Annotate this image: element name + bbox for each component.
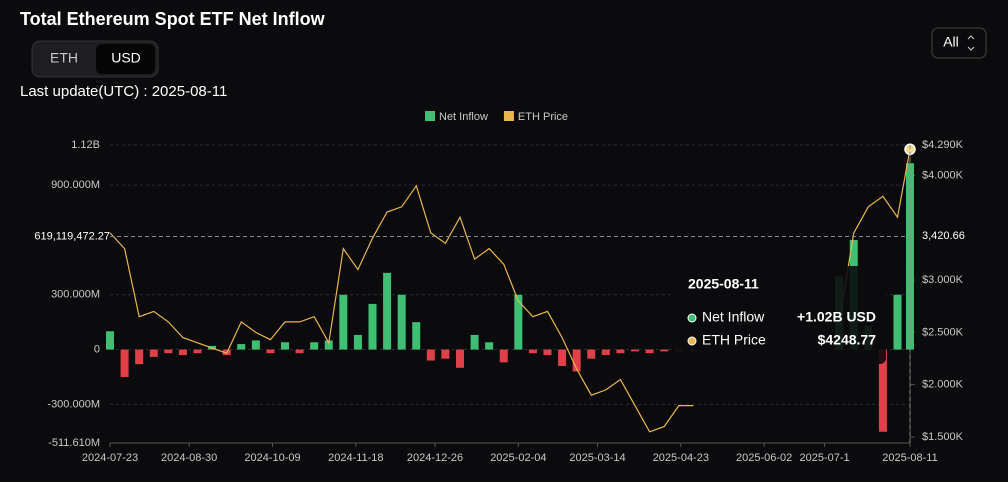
bar (528, 349, 537, 354)
bar (397, 294, 406, 350)
bar (178, 349, 187, 356)
y2-tick-label: $2.500K (922, 326, 964, 338)
tooltip-name: ETH Price (702, 332, 766, 348)
legend-swatch (503, 111, 514, 121)
y2-tick-label: $1.500K (922, 431, 964, 443)
crosshair-y-label: 619,119,472.27 (34, 230, 110, 242)
bar (601, 349, 610, 356)
x-tick-label: 2024-10-09 (244, 452, 300, 464)
bar (281, 342, 289, 350)
bar (543, 349, 552, 356)
y2-tick-label: $4.290K (922, 139, 964, 151)
bar (616, 349, 625, 354)
tooltip-value: +1.02B USD (797, 309, 876, 325)
bar (193, 349, 202, 354)
bar (266, 349, 275, 354)
x-tick-label: 2024-12-26 (407, 452, 463, 464)
x-tick-label: 2025-07-1 (800, 452, 850, 464)
bar (470, 334, 479, 350)
x-tick-label: 2025-02-04 (490, 452, 546, 464)
bar (383, 272, 392, 350)
x-tick-label: 2025-06-02 (736, 452, 792, 464)
legend-label: ETH Price (518, 111, 568, 123)
tooltip-date: 2025-08-11 (688, 276, 759, 292)
bar (149, 349, 158, 357)
bar (514, 294, 523, 350)
tooltip-dot (687, 313, 697, 323)
y-tick-label: -511.610M (48, 437, 100, 449)
range-select[interactable] (931, 27, 987, 59)
y-tick-label: -300.000M (47, 398, 100, 410)
bar (135, 349, 144, 365)
bar (237, 344, 246, 350)
toggle-active (96, 44, 155, 74)
bar (120, 349, 129, 377)
bar (426, 349, 435, 361)
bar (412, 322, 421, 350)
last-update: Last update(UTC) : 2025-08-11 (20, 83, 227, 100)
bar (251, 340, 260, 350)
toggle-usd[interactable]: USD (111, 50, 141, 66)
bar (587, 349, 596, 359)
bar (456, 349, 464, 368)
legend-label: Net Inflow (439, 111, 488, 123)
x-tick-label: 2025-08-11 (882, 452, 937, 464)
x-tick-label: 2024-11-18 (328, 452, 383, 464)
bar (645, 349, 654, 354)
tooltip-name: Net Inflow (702, 309, 765, 325)
bar (631, 349, 639, 352)
x-tick-label: 2024-07-23 (82, 452, 138, 464)
x-tick-label: 2024-08-30 (161, 452, 217, 464)
bar (164, 349, 173, 354)
y-tick-label: 1.12B (71, 139, 100, 151)
bar (558, 349, 567, 366)
bar (353, 334, 362, 350)
bar (878, 349, 887, 432)
bar (295, 349, 304, 354)
y-tick-label: 300.000M (51, 289, 100, 301)
tooltip-dot (687, 336, 697, 346)
tooltip-value: $4248.77 (818, 332, 877, 348)
select-icon (967, 35, 975, 51)
bar (106, 331, 114, 350)
range-select-label[interactable]: All (943, 34, 959, 50)
bar (499, 349, 508, 363)
tooltip (672, 266, 886, 364)
bar (310, 342, 319, 350)
y-tick-label: 900.000M (51, 179, 100, 191)
bar (441, 349, 450, 359)
bar (485, 342, 494, 350)
x-tick-label: 2025-04-23 (653, 452, 709, 464)
bar (368, 303, 377, 350)
bar (906, 163, 914, 350)
bar (893, 294, 902, 350)
bar (324, 340, 333, 350)
y-tick-label: 0 (94, 343, 100, 355)
y2-tick-label: $4.000K (922, 169, 964, 181)
y2-tick-label: $3.000K (922, 274, 964, 286)
y2-tick-label: $2.000K (922, 379, 964, 391)
bar (660, 349, 669, 352)
legend-swatch (425, 111, 435, 121)
toggle-eth[interactable]: ETH (50, 50, 78, 66)
price-line (109, 149, 911, 433)
x-tick-label: 2025-03-14 (569, 452, 625, 464)
crosshair-y2-label: 3,420.66 (922, 230, 965, 242)
chart-title: Total Ethereum Spot ETF Net Inflow (20, 9, 326, 29)
bar (339, 294, 348, 350)
bar (572, 349, 581, 372)
